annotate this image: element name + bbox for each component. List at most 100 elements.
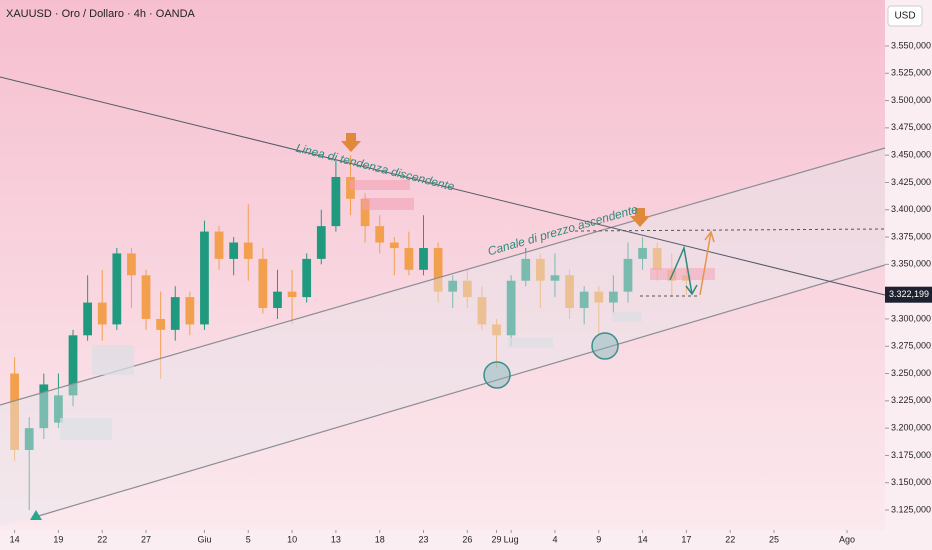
last-price-label: 3.322,199	[889, 289, 929, 299]
zone	[650, 268, 715, 280]
chart-layer	[10, 155, 691, 511]
candle-body	[565, 275, 574, 309]
y-tick-label: 3.350,000	[891, 259, 931, 269]
candle-body	[535, 258, 545, 281]
candle-body	[608, 291, 618, 303]
candle-body	[54, 395, 63, 423]
currency-box	[887, 5, 923, 27]
low-marker	[30, 510, 42, 520]
x-tick-label: 14	[10, 534, 20, 544]
projection-path	[669, 245, 693, 295]
candle-body	[302, 258, 312, 298]
last-price-box	[885, 286, 932, 303]
candle-body	[419, 247, 428, 270]
candle-body	[243, 242, 253, 259]
x-tick-label: 27	[141, 534, 151, 544]
y-tick-label: 3.175,000	[891, 450, 931, 460]
y-tick-label: 3.125,000	[891, 504, 931, 514]
y-tick-label: 3.250,000	[891, 368, 931, 378]
y-tick-label: 3.300,000	[891, 313, 931, 323]
x-tick-label: 23	[419, 534, 429, 544]
candle-body	[506, 280, 516, 336]
y-tick-label: 3.525,000	[891, 68, 931, 78]
x-tick-label: Ago	[839, 534, 855, 544]
x-tick-label: 10	[287, 534, 297, 544]
candle-body	[112, 253, 122, 325]
channel-upper	[0, 147, 886, 406]
time-axis	[0, 530, 885, 550]
candle-body	[97, 302, 107, 325]
y-tick-label: 3.400,000	[891, 204, 931, 214]
candle-body	[594, 291, 604, 303]
zone	[92, 345, 134, 375]
zone	[508, 338, 553, 348]
zone	[350, 180, 410, 190]
candle-body	[273, 291, 282, 309]
x-tick-label: Lug	[504, 534, 519, 544]
candle-body	[652, 247, 662, 270]
x-tick-label: 25	[769, 534, 779, 544]
y-tick-label: 3.450,000	[891, 150, 931, 160]
candle-body	[550, 275, 560, 281]
trendline	[0, 76, 886, 296]
candle-body	[623, 258, 633, 292]
x-tick-label: 4	[552, 534, 557, 544]
candle-body	[156, 318, 166, 330]
zone	[362, 198, 414, 210]
candle-body	[200, 231, 209, 325]
x-tick-label: 26	[462, 534, 472, 544]
chart-title: XAUUSD · Oro / Dollaro · 4h · OANDA	[6, 8, 196, 20]
candle-body	[521, 258, 531, 281]
projection-arrow	[699, 231, 712, 296]
x-tick-label: 17	[681, 534, 691, 544]
zone	[60, 418, 112, 440]
candle-body	[10, 373, 19, 450]
y-tick-label: 3.475,000	[891, 122, 931, 132]
candle-body	[492, 324, 501, 336]
candle-body	[433, 247, 443, 292]
candle-body	[83, 302, 93, 336]
y-tick-label: 3.425,000	[891, 177, 931, 187]
circle-marker	[483, 361, 511, 389]
y-tick-label: 3.375,000	[891, 231, 931, 241]
candle-body	[68, 335, 78, 396]
candle-body	[316, 226, 326, 259]
candle-body	[39, 384, 49, 429]
candle-body	[448, 280, 458, 292]
candle-body	[127, 253, 136, 276]
zone	[612, 312, 642, 322]
x-tick-label: 9	[596, 534, 601, 544]
candle-body	[258, 258, 268, 309]
price-axis	[885, 0, 932, 550]
y-tick-label: 3.500,000	[891, 95, 931, 105]
arrow-head	[704, 230, 715, 243]
candle-body	[360, 198, 370, 227]
candle-body	[477, 297, 487, 325]
x-tick-label: 18	[375, 534, 385, 544]
x-tick-label: Giu	[197, 534, 211, 544]
down-arrow	[630, 208, 650, 227]
candle-body	[638, 247, 647, 259]
y-tick-label: 3.225,000	[891, 395, 931, 405]
x-tick-label: 29	[492, 534, 502, 544]
candle-body	[141, 275, 151, 319]
candle-body	[229, 242, 239, 259]
x-tick-label: 5	[246, 534, 251, 544]
y-tick-label: 3.200,000	[891, 423, 931, 433]
y-tick-label: 3.275,000	[891, 341, 931, 351]
candle-body	[389, 242, 399, 248]
down-arrow	[341, 133, 361, 152]
candle-body	[579, 291, 589, 309]
x-tick-label: 22	[97, 534, 107, 544]
candle-body	[214, 231, 224, 259]
x-tick-label: 22	[725, 534, 735, 544]
candle-body	[185, 297, 195, 325]
x-tick-label: 13	[331, 534, 341, 544]
candle-body	[404, 247, 414, 270]
y-tick-label: 3.150,000	[891, 477, 931, 487]
y-tick-label: 3.550,000	[891, 40, 931, 50]
x-tick-label: 19	[53, 534, 63, 544]
x-tick-label: 14	[638, 534, 648, 544]
circle-marker	[591, 332, 619, 360]
candle-body	[170, 297, 180, 330]
